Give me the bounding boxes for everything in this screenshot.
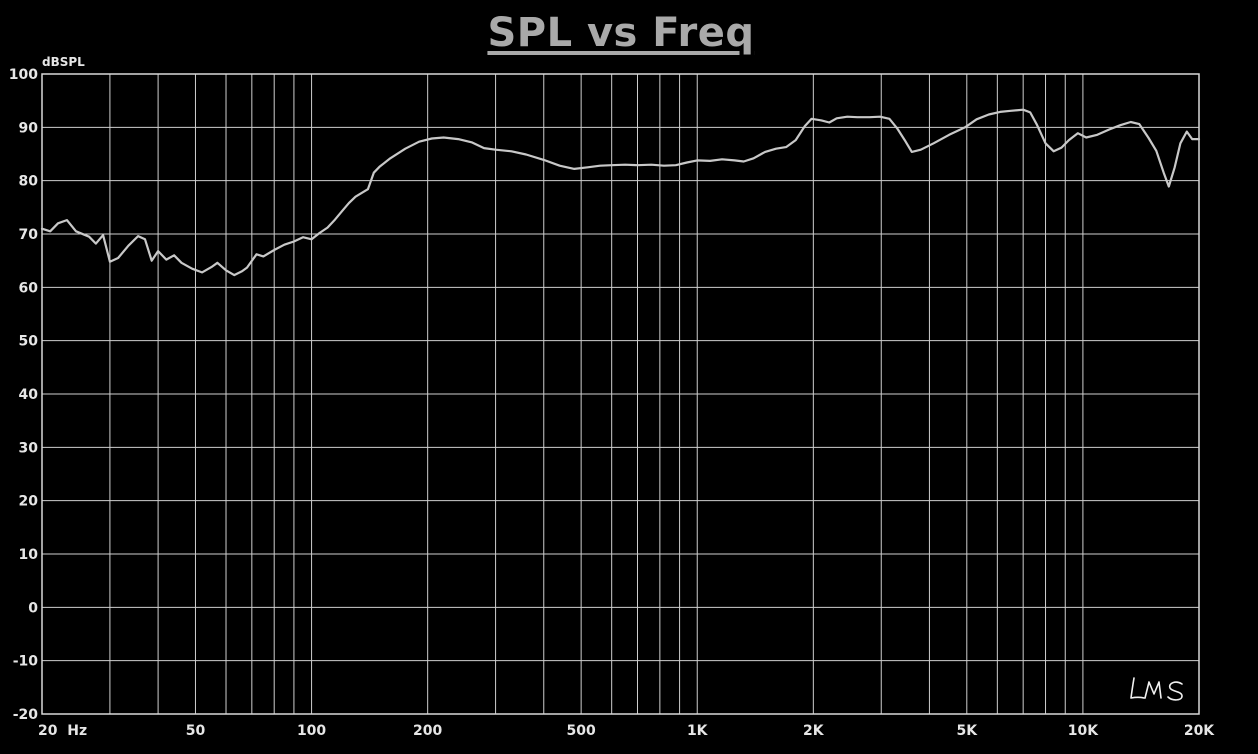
y-tick-label: 50 [19,334,39,350]
y-tick-label: 80 [19,174,39,190]
y-tick-label: 70 [19,227,39,243]
y-axis-label: dBSPL [42,55,85,69]
x-axis-ticks: 20 Hz 50 100 200 500 1K 2K 5K 10K 20K [38,723,1215,739]
x-tick-label: 1K [687,723,709,739]
y-tick-label: 20 [19,494,39,510]
x-tick-label: 200 [413,723,442,739]
series-group [40,108,1201,277]
x-tick-label: 20K [1184,723,1215,739]
y-tick-label: 30 [19,440,39,456]
x-tick-label: 50 [186,723,206,739]
x-tick-label: 10K [1068,723,1099,739]
spl-curve [40,108,1201,277]
y-tick-label: 0 [28,600,38,616]
y-tick-label: 100 [9,67,38,83]
y-tick-label: 10 [19,547,39,563]
grid-lines [42,73,1199,715]
x-tick-label: 500 [567,723,596,739]
x-tick-label: 100 [297,723,326,739]
y-tick-label: 60 [19,280,39,296]
chart-title: SPL vs Freq [487,10,755,56]
y-tick-label: -20 [13,707,39,723]
lms-logo [1130,677,1183,701]
plot-border [41,73,1200,715]
x-tick-label: 2K [803,723,825,739]
x-tick-label: 5K [957,723,979,739]
y-tick-label: 90 [19,120,39,136]
y-tick-label: -10 [13,654,39,670]
y-tick-label: 40 [19,387,39,403]
x-tick-label: 20 Hz [38,723,87,739]
